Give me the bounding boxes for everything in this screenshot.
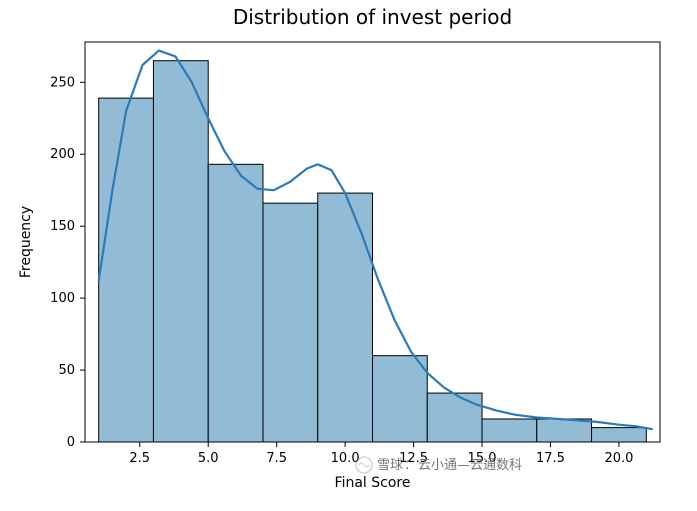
histogram-bar [153, 61, 208, 442]
histogram-kde-chart: 2.5 5.0 7.5 10.0 12.5 15.0 17.5 20.0 0 50 100 150 20… [0, 0, 697, 507]
x-tick-label: 7.5 [266, 451, 287, 466]
y-tick-label: 50 [58, 363, 75, 378]
histogram-bar [427, 393, 482, 442]
histogram-bar [482, 419, 537, 442]
y-tick-label: 250 [50, 75, 75, 90]
histogram-bar [208, 164, 263, 442]
y-tick-label: 0 [67, 435, 75, 450]
histogram-bar [373, 356, 428, 442]
histogram-bar [537, 419, 592, 442]
histogram-bar [592, 428, 647, 442]
y-tick-label: 100 [50, 291, 75, 306]
histogram-bar [99, 98, 154, 442]
x-tick-label: 17.5 [536, 451, 565, 466]
x-tick-label: 12.5 [399, 451, 428, 466]
chart-title: Distribution of invest period [233, 5, 512, 29]
x-tick-label: 2.5 [129, 451, 150, 466]
chart-container: 2.5 5.0 7.5 10.0 12.5 15.0 17.5 20.0 0 50 100 150 20… [0, 0, 697, 507]
histogram-bar [318, 193, 373, 442]
y-tick-label: 200 [50, 147, 75, 162]
x-axis-label: Final Score [335, 475, 411, 491]
y-axis-label: Frequency [18, 206, 34, 278]
y-tick-label: 150 [50, 219, 75, 234]
x-tick-label: 20.0 [604, 451, 633, 466]
histogram-bar [263, 203, 318, 442]
x-tick-label: 5.0 [198, 451, 219, 466]
x-tick-label: 15.0 [468, 451, 497, 466]
x-tick-label: 10.0 [331, 451, 360, 466]
